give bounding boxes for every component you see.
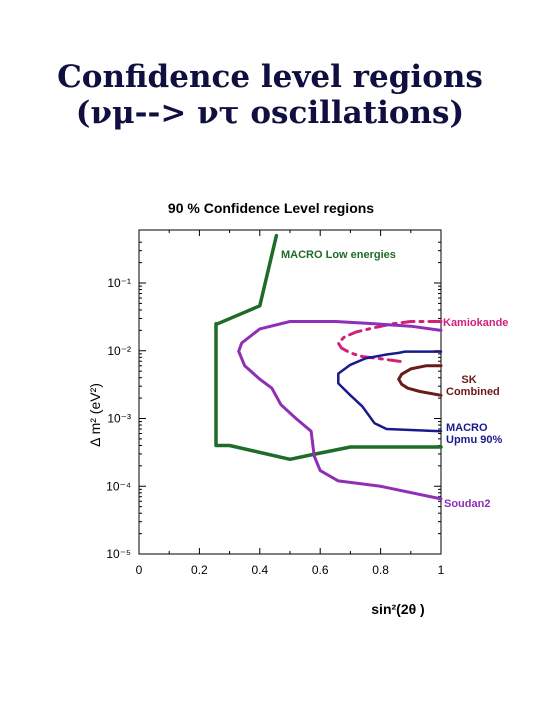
slide-title: Confidence level regions — [57, 59, 483, 95]
x-axis: 0 0.2 0.4 0.6 0.8 1 — [136, 230, 445, 577]
plot-frame — [138, 229, 442, 555]
curve-label-3: Combined — [446, 386, 500, 398]
x-tick-label-1: 0.2 — [191, 563, 208, 577]
curve-0 — [214, 233, 443, 462]
y-axis-label: Δ m² (eV²) — [87, 383, 103, 447]
x-tick-label-3: 0.6 — [312, 563, 329, 577]
curve-label-6: Soudan2 — [444, 498, 490, 510]
curve-2 — [397, 364, 443, 397]
curve-label-1: Kamiokande — [443, 317, 508, 329]
curve-4 — [237, 320, 443, 501]
curves — [214, 233, 443, 501]
curve-label-0: MACRO Low energies — [281, 249, 396, 261]
curve-1 — [336, 320, 443, 364]
x-axis-label: sin²(2θ ) — [371, 601, 424, 617]
y-axis: 10⁻¹ 10⁻² 10⁻³ 10⁻⁴ 10⁻⁵ — [106, 241, 441, 561]
y-tick-label-3: 10⁻⁴ — [106, 479, 131, 493]
slide-subtitle: (νμ--> ντ oscillations) — [75, 95, 465, 131]
y-tick-label-4: 10⁻⁵ — [106, 547, 131, 561]
y-tick-label-2: 10⁻³ — [107, 412, 131, 426]
x-tick-label-2: 0.4 — [251, 563, 268, 577]
y-tick-label-1: 10⁻² — [107, 344, 131, 358]
y-tick-label-0: 10⁻¹ — [107, 276, 131, 290]
curve-3 — [337, 350, 443, 433]
curve-label-5: Upmu 90% — [446, 434, 502, 446]
curve-label-4: MACRO — [446, 422, 488, 434]
chart-title: 90 % Confidence Level regions — [168, 200, 374, 216]
x-tick-label-5: 1 — [438, 563, 445, 577]
x-tick-label-4: 0.8 — [372, 563, 389, 577]
x-tick-label-0: 0 — [136, 563, 143, 577]
curve-label-2: SK — [461, 374, 476, 386]
